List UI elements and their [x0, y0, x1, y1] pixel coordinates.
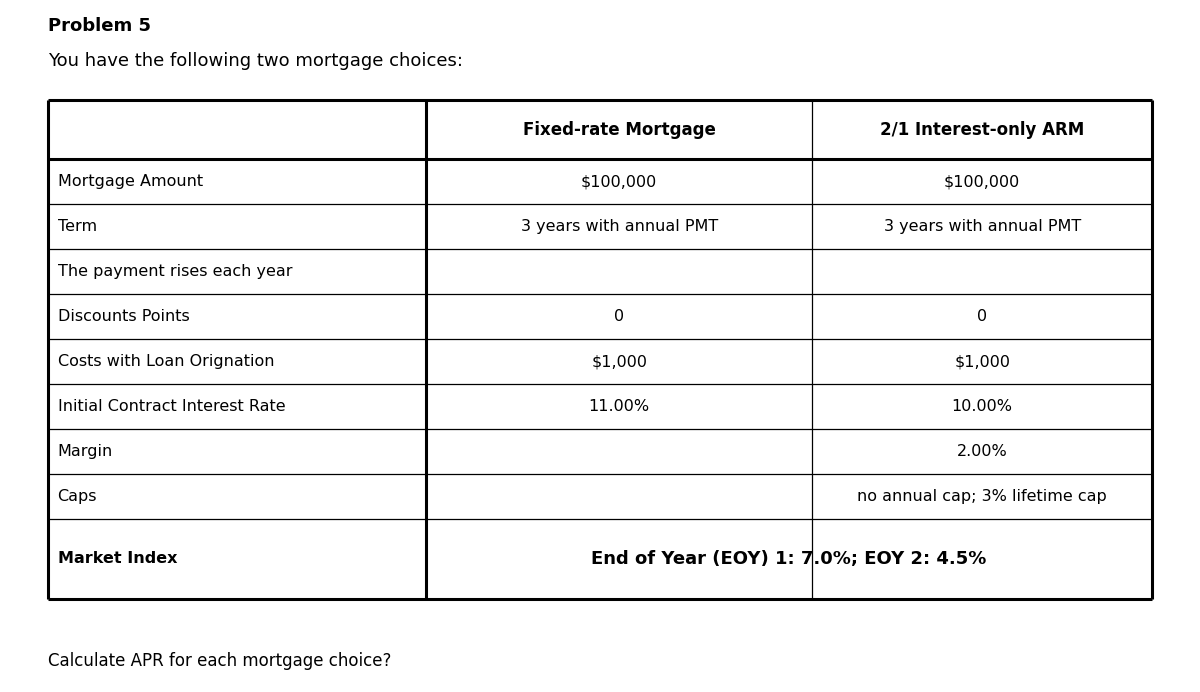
- Text: Problem 5: Problem 5: [48, 17, 151, 35]
- Text: 0: 0: [977, 309, 988, 324]
- Text: Discounts Points: Discounts Points: [58, 309, 190, 324]
- Text: 0: 0: [614, 309, 624, 324]
- Text: Mortgage Amount: Mortgage Amount: [58, 174, 203, 189]
- Text: Initial Contract Interest Rate: Initial Contract Interest Rate: [58, 399, 286, 414]
- Text: Calculate APR for each mortgage choice?: Calculate APR for each mortgage choice?: [48, 652, 391, 670]
- Text: $100,000: $100,000: [581, 174, 658, 189]
- Text: 10.00%: 10.00%: [952, 399, 1013, 414]
- Text: no annual cap; 3% lifetime cap: no annual cap; 3% lifetime cap: [857, 489, 1108, 504]
- Text: $1,000: $1,000: [592, 354, 647, 369]
- Text: You have the following two mortgage choices:: You have the following two mortgage choi…: [48, 52, 463, 70]
- Text: Term: Term: [58, 219, 97, 234]
- Text: 2.00%: 2.00%: [956, 444, 1008, 459]
- Text: 11.00%: 11.00%: [589, 399, 649, 414]
- Text: The payment rises each year: The payment rises each year: [58, 264, 292, 279]
- Text: Margin: Margin: [58, 444, 113, 459]
- Text: $100,000: $100,000: [944, 174, 1020, 189]
- Text: Caps: Caps: [58, 489, 97, 504]
- Text: $1,000: $1,000: [954, 354, 1010, 369]
- Text: 2/1 Interest-only ARM: 2/1 Interest-only ARM: [880, 120, 1085, 139]
- Text: Fixed-rate Mortgage: Fixed-rate Mortgage: [523, 120, 715, 139]
- Text: 3 years with annual PMT: 3 years with annual PMT: [521, 219, 718, 234]
- Text: Market Index: Market Index: [58, 552, 178, 566]
- Text: End of Year (EOY) 1: 7.0%; EOY 2: 4.5%: End of Year (EOY) 1: 7.0%; EOY 2: 4.5%: [592, 549, 986, 568]
- Text: Costs with Loan Orignation: Costs with Loan Orignation: [58, 354, 274, 369]
- Text: 3 years with annual PMT: 3 years with annual PMT: [883, 219, 1081, 234]
